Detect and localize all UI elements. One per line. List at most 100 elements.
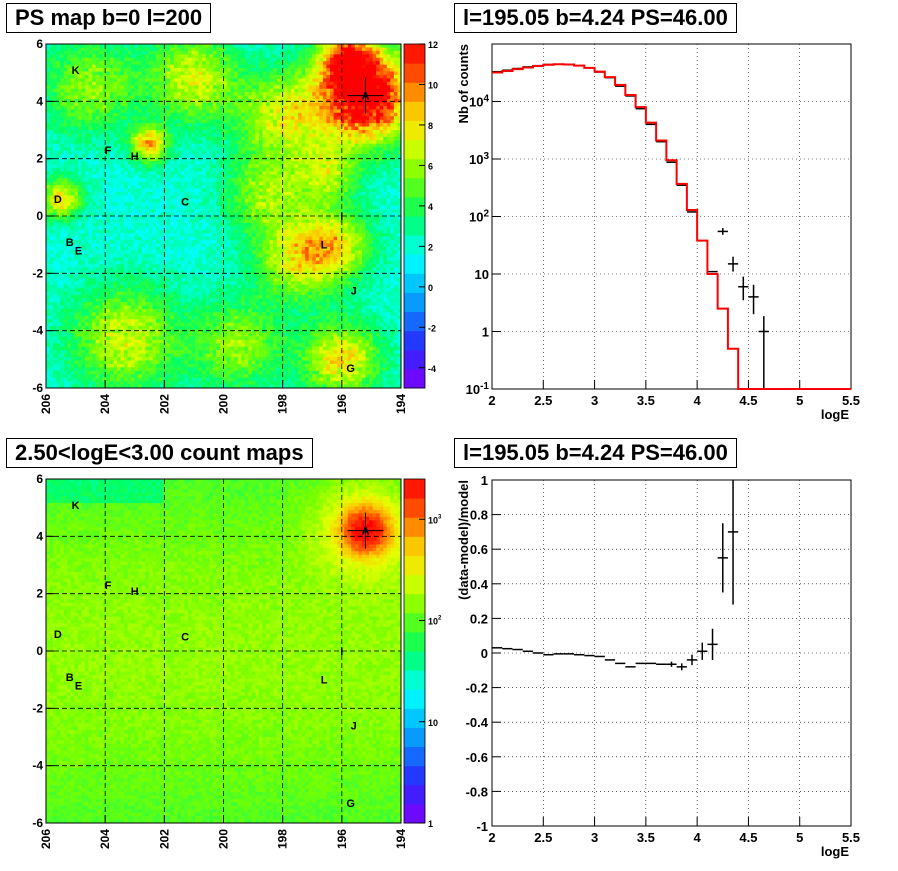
source-label-e: E	[75, 245, 82, 257]
x-tick-label: 200	[217, 394, 231, 414]
y-tick-label: -0.4	[466, 715, 489, 730]
y-tick-label: -2	[32, 701, 43, 715]
colorbar-segment	[404, 746, 425, 767]
y-tick-label: 4	[36, 529, 43, 543]
y-axis-label: (data-model)/model	[456, 480, 471, 600]
colorbar-segment	[404, 44, 425, 64]
x-tick-label: 194	[394, 829, 408, 849]
colorbar-segment	[404, 498, 425, 518]
source-label-c: C	[181, 632, 189, 644]
colorbar-segment	[404, 479, 425, 499]
colorbar-segment	[404, 139, 425, 160]
x-tick-label: 3	[591, 830, 598, 845]
colorbar-segment	[404, 177, 425, 198]
x-axis-label: logE	[821, 407, 849, 422]
colorbar-tick-label: 102	[428, 616, 442, 627]
colorbar-segment	[404, 708, 425, 728]
y-tick-label: 0.4	[470, 577, 489, 592]
source-label-k: K	[72, 500, 80, 512]
colorbar-tick-label: 12	[428, 40, 438, 50]
colorbar-segment	[404, 63, 425, 83]
source-label-d: D	[54, 194, 62, 206]
y-tick-label: 4	[36, 94, 43, 108]
colorbar-segment	[404, 670, 425, 690]
colorbar-tick-label: 0	[428, 283, 433, 293]
x-tick-label: 196	[335, 394, 349, 414]
count-map-chart: 206204202200198196194-6-4-20246KAFHDCIBE…	[32, 472, 442, 849]
x-tick-label: 202	[157, 829, 171, 849]
colorbar-segment	[404, 216, 425, 236]
colorbar-segment	[404, 612, 425, 633]
y-tick-label: 2	[36, 152, 43, 166]
x-tick-label: 3.5	[637, 830, 655, 845]
colorbar-segment	[404, 574, 425, 595]
colorbar-segment	[404, 330, 425, 351]
ps-map-pixels	[46, 44, 402, 389]
colorbar-tick-label: 6	[428, 161, 433, 171]
plot-frame	[491, 479, 852, 827]
colorbar-segment	[404, 368, 425, 389]
y-tick-label: 0	[36, 209, 43, 223]
colorbar-tick-label: 103	[428, 514, 442, 525]
colorbar-segment	[404, 254, 425, 274]
source-label-h: H	[131, 586, 139, 598]
y-tick-label: 0.2	[470, 611, 488, 626]
source-label-b: B	[66, 237, 74, 249]
source-label-c: C	[181, 197, 189, 209]
colorbar-segment	[404, 196, 425, 217]
spectrum-title: l=195.05 b=4.24 PS=46.00	[454, 3, 737, 33]
x-tick-label: 2.5	[534, 830, 552, 845]
y-tick-label: -4	[32, 759, 43, 773]
x-tick-label: 198	[276, 829, 290, 849]
colorbar-segment	[404, 651, 425, 671]
source-label-j: J	[351, 721, 357, 733]
x-tick-label: 5	[796, 393, 803, 408]
x-tick-label: 194	[394, 394, 408, 414]
y-tick-label: 0	[481, 646, 488, 661]
x-tick-label: 2	[488, 393, 495, 408]
source-label-i: I	[340, 211, 343, 223]
y-tick-label: -1	[476, 819, 488, 834]
plot-frame	[491, 43, 852, 390]
source-label-e: E	[75, 680, 82, 692]
colorbar-segment	[404, 120, 425, 141]
y-tick-label: -2	[32, 266, 43, 280]
residual-chart: 2 2.5 3 3.5 4 4.5 5 5.5 -1 -0.8 -0.6 -0.4 -0.2 0 0.2 0.…	[456, 473, 860, 859]
y-tick-label: -6	[32, 816, 43, 830]
x-tick-label: 196	[335, 829, 349, 849]
x-tick-label: 206	[39, 829, 53, 849]
model-line	[492, 63, 851, 390]
y-tick-label: 0	[36, 644, 43, 658]
x-tick-label: 2.5	[534, 393, 552, 408]
colorbar-segment	[404, 803, 425, 824]
source-label-b: B	[66, 672, 74, 684]
y-tick-label: 0.6	[470, 542, 488, 557]
x-tick-label: 5.5	[842, 830, 860, 845]
x-tick-label: 204	[98, 829, 112, 849]
count-map-pixels	[46, 479, 402, 824]
x-tick-label: 198	[276, 394, 290, 414]
y-tick-label: 2	[36, 587, 43, 601]
source-label-l: L	[321, 675, 328, 687]
ps-map-chart: 206204202200198196194-6-4-20246KAFHDCIBE…	[32, 37, 438, 414]
colorbar-segment	[404, 784, 425, 805]
x-tick-label: 3.5	[637, 393, 655, 408]
colorbar-tick-label: 1	[428, 819, 433, 829]
colorbar-segment	[404, 536, 425, 556]
colorbar-segment	[404, 593, 425, 614]
y-tick-label: -0.2	[466, 681, 488, 696]
y-tick-label: -6	[32, 381, 43, 395]
source-label-d: D	[54, 629, 62, 641]
y-tick-label: 102	[469, 209, 489, 225]
x-axis-label: logE	[821, 844, 849, 859]
colorbar	[404, 479, 425, 824]
source-label-h: H	[131, 151, 139, 163]
ps-map-title: PS map b=0 l=200	[6, 3, 212, 33]
source-label-g: G	[346, 798, 355, 810]
y-tick-label: 1	[482, 325, 489, 340]
colorbar-segment	[404, 292, 425, 313]
colorbar-segment	[404, 235, 425, 255]
colorbar-segment	[404, 555, 425, 576]
y-tick-label: 6	[36, 37, 43, 51]
y-tick-label: -4	[32, 324, 43, 338]
